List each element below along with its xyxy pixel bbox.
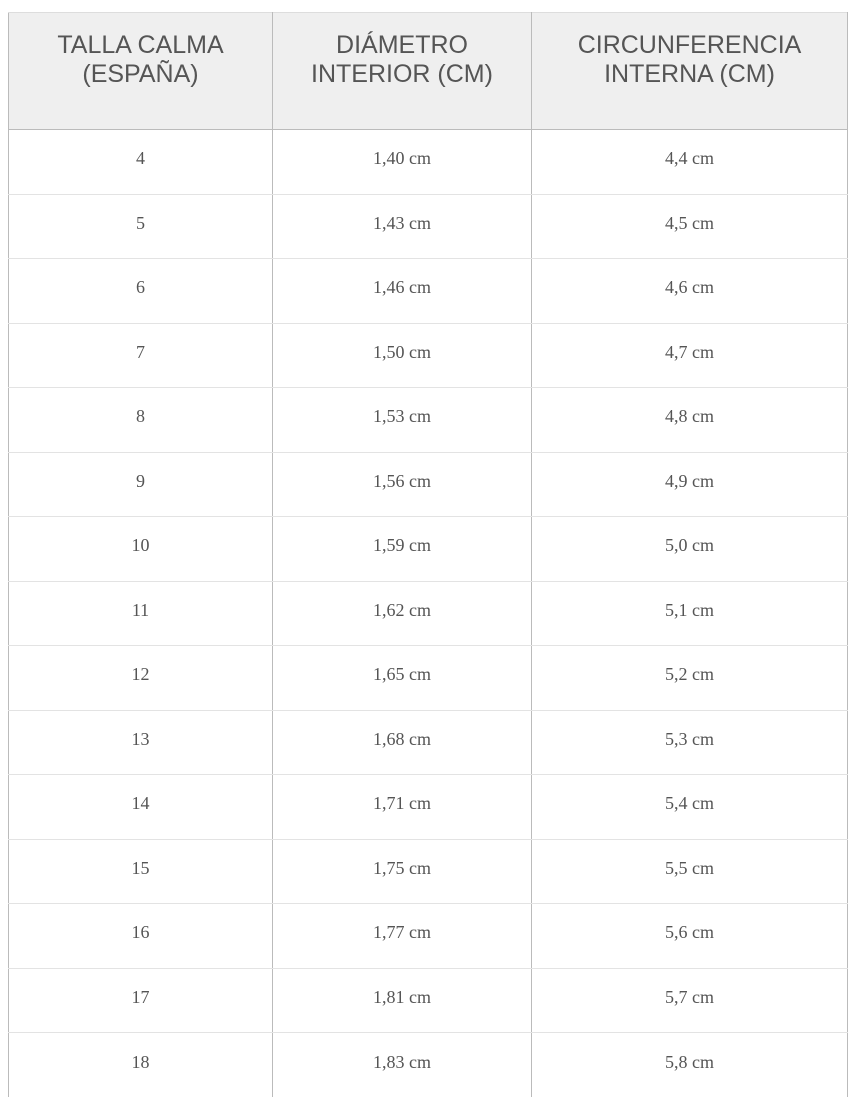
table-row: 4 1,40 cm 4,4 cm [8,129,848,195]
table-cell: 1,68 cm [272,710,532,775]
header-row: TALLA CALMA (ESPAÑA) DIÁMETRO INTERIOR (C… [8,12,848,130]
table-cell: 5,3 cm [531,710,848,775]
table-cell: 11 [8,581,273,646]
table-row: 15 1,75 cm 5,5 cm [8,839,848,904]
table-header: TALLA CALMA (ESPAÑA) DIÁMETRO INTERIOR (C… [8,12,848,130]
table-cell: 1,53 cm [272,387,532,453]
table-cell: 1,46 cm [272,258,532,324]
table-row: 7 1,50 cm 4,7 cm [8,323,848,388]
table-cell: 5,7 cm [531,968,848,1033]
table-row: 5 1,43 cm 4,5 cm [8,194,848,259]
table-cell: 5,0 cm [531,516,848,582]
table-cell: 1,77 cm [272,903,532,969]
table-cell: 1,43 cm [272,194,532,259]
table-cell: 13 [8,710,273,775]
table-cell: 10 [8,516,273,582]
table-row: 6 1,46 cm 4,6 cm [8,258,848,324]
table-cell: 8 [8,387,273,453]
table-cell: 4,4 cm [531,129,848,195]
table-cell: 12 [8,645,273,711]
table-cell: 1,56 cm [272,452,532,517]
table-cell: 5,6 cm [531,903,848,969]
table-cell: 1,40 cm [272,129,532,195]
table-cell: 17 [8,968,273,1033]
table-cell: 4,5 cm [531,194,848,259]
table-cell: 6 [8,258,273,324]
table-cell: 1,71 cm [272,774,532,840]
table-cell: 16 [8,903,273,969]
table-cell: 4 [8,129,273,195]
header-cell: CIRCUNFERENCIA INTERNA (CM) [531,12,848,130]
table-row: 8 1,53 cm 4,8 cm [8,387,848,453]
table-cell: 1,50 cm [272,323,532,388]
table-cell: 4,8 cm [531,387,848,453]
table-cell: 9 [8,452,273,517]
table-cell: 4,6 cm [531,258,848,324]
table-cell: 5,5 cm [531,839,848,904]
table-cell: 1,83 cm [272,1032,532,1097]
table-cell: 5 [8,194,273,259]
table-cell: 7 [8,323,273,388]
table-row: 14 1,71 cm 5,4 cm [8,774,848,840]
table-row: 13 1,68 cm 5,3 cm [8,710,848,775]
table-cell: 1,65 cm [272,645,532,711]
table-cell: 1,59 cm [272,516,532,582]
table-row: 10 1,59 cm 5,0 cm [8,516,848,582]
table-cell: 1,81 cm [272,968,532,1033]
table-cell: 1,75 cm [272,839,532,904]
table-row: 11 1,62 cm 5,1 cm [8,581,848,646]
table-row: 18 1,83 cm 5,8 cm [8,1032,848,1097]
table-cell: 5,8 cm [531,1032,848,1097]
table-cell: 5,1 cm [531,581,848,646]
table-cell: 14 [8,774,273,840]
table-body: 4 1,40 cm 4,4 cm 5 1,43 cm 4,5 cm 6 1,46 cm 4,6 … [8,129,848,1097]
table-cell: 18 [8,1032,273,1097]
table-cell: 5,2 cm [531,645,848,711]
table-row: 9 1,56 cm 4,9 cm [8,452,848,517]
table-cell: 4,9 cm [531,452,848,517]
size-table: TALLA CALMA (ESPAÑA) DIÁMETRO INTERIOR (C… [8,12,848,1097]
table-cell: 15 [8,839,273,904]
header-cell: DIÁMETRO INTERIOR (CM) [272,12,532,130]
table-cell: 4,7 cm [531,323,848,388]
table-cell: 5,4 cm [531,774,848,840]
table-row: 12 1,65 cm 5,2 cm [8,645,848,711]
table-cell: 1,62 cm [272,581,532,646]
table-row: 16 1,77 cm 5,6 cm [8,903,848,969]
table-row: 17 1,81 cm 5,7 cm [8,968,848,1033]
header-cell: TALLA CALMA (ESPAÑA) [8,12,273,130]
